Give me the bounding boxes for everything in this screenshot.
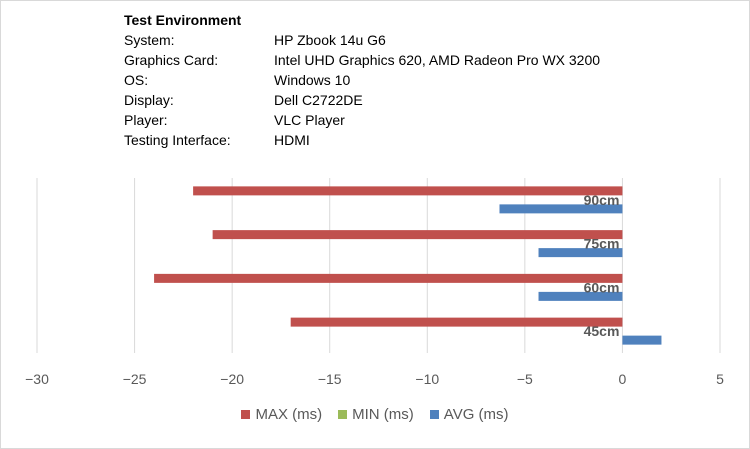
x-tick-label: 0 bbox=[619, 371, 627, 387]
env-label: OS: bbox=[124, 72, 149, 88]
legend-swatch bbox=[338, 410, 348, 419]
category-label: 75cm bbox=[584, 236, 620, 252]
environment-title: Test Environment bbox=[124, 12, 242, 28]
category-label: 45cm bbox=[584, 323, 620, 339]
env-value: HDMI bbox=[274, 132, 310, 148]
bar-avg bbox=[538, 248, 623, 258]
legend-item: AVG (ms) bbox=[429, 406, 509, 423]
x-tick-label: −5 bbox=[517, 371, 533, 387]
bar-avg bbox=[538, 291, 623, 301]
x-tick-label: −25 bbox=[123, 371, 147, 387]
env-label: Graphics Card: bbox=[124, 52, 219, 68]
category-labels: 90cm 75cm 60cm 45cm bbox=[584, 192, 620, 339]
bar-avg bbox=[622, 335, 662, 345]
env-value: Dell C2722DE bbox=[274, 92, 363, 108]
legend-label: MIN (ms) bbox=[352, 406, 414, 423]
bar-max bbox=[154, 273, 623, 283]
legend: MAX (ms) MIN (ms) AVG (ms) bbox=[0, 406, 750, 423]
env-value: HP Zbook 14u G6 bbox=[274, 32, 386, 48]
test-environment-block: Test Environment System: HP Zbook 14u G6 … bbox=[124, 10, 600, 150]
legend-swatch bbox=[241, 410, 251, 419]
env-row-system: System: HP Zbook 14u G6 bbox=[124, 30, 600, 50]
env-label: System: bbox=[124, 32, 175, 48]
legend-label: AVG (ms) bbox=[443, 406, 509, 423]
env-value: Windows 10 bbox=[274, 72, 351, 88]
legend-item: MIN (ms) bbox=[338, 406, 414, 423]
x-tick-label: −10 bbox=[415, 371, 439, 387]
x-tick-label: −30 bbox=[25, 371, 49, 387]
env-row-display: Display: Dell C2722DE bbox=[124, 90, 600, 110]
legend-label: MAX (ms) bbox=[255, 406, 323, 423]
bars bbox=[154, 186, 662, 345]
bar-avg bbox=[499, 204, 623, 214]
bar-max bbox=[212, 230, 623, 240]
env-value: Intel UHD Graphics 620, AMD Radeon Pro W… bbox=[274, 52, 601, 68]
x-tick-label: −20 bbox=[220, 371, 244, 387]
env-label: Display: bbox=[124, 92, 174, 108]
bar-max bbox=[193, 186, 623, 196]
x-tick-labels: −30 −25 −20 −15 −10 −5 0 5 bbox=[25, 371, 724, 387]
legend-item: MAX (ms) bbox=[241, 406, 322, 423]
x-tick-label: 5 bbox=[716, 371, 724, 387]
x-tick-label: −15 bbox=[318, 371, 342, 387]
env-label: Player: bbox=[124, 112, 168, 128]
env-row-player: Player: VLC Player bbox=[124, 110, 600, 130]
env-value: VLC Player bbox=[274, 112, 345, 128]
env-label: Testing Interface: bbox=[124, 132, 231, 148]
category-label: 90cm bbox=[584, 192, 620, 208]
category-label: 60cm bbox=[584, 279, 620, 295]
env-row-testing-interface: Testing Interface: HDMI bbox=[124, 130, 600, 150]
bar-max bbox=[290, 317, 623, 327]
env-row-graphics-card: Graphics Card: Intel UHD Graphics 620, AM… bbox=[124, 50, 600, 70]
legend-swatch bbox=[429, 410, 439, 419]
env-row-os: OS: Windows 10 bbox=[124, 70, 600, 90]
